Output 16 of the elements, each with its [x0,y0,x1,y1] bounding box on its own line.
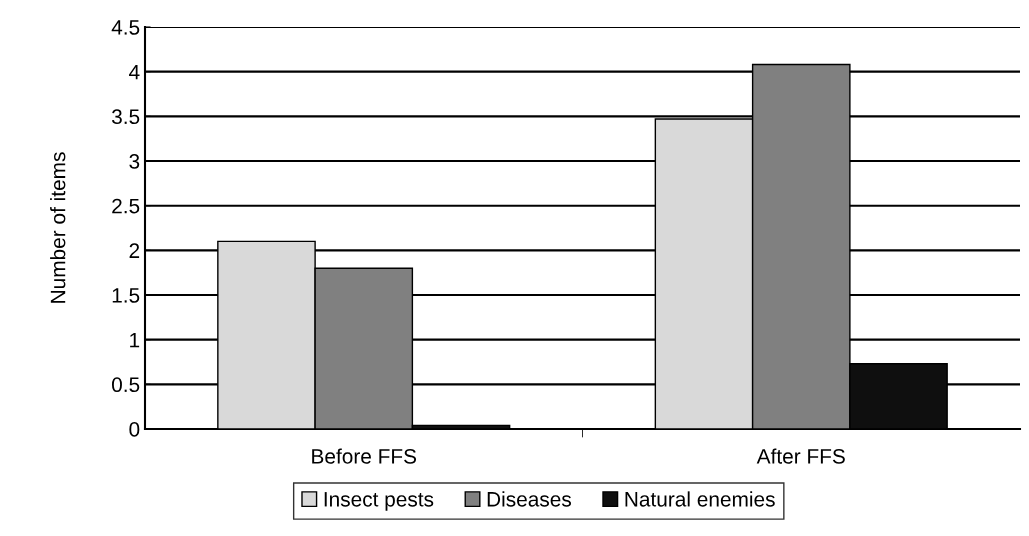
y-tick-label: 1 [130,332,140,348]
y-tick-label: 1.5 [112,288,140,303]
x-tick-label: After FFS [756,448,845,464]
y-tick-label: 4.5 [111,20,140,35]
y-tick-label: 2 [129,243,140,258]
legend-label: Natural enemies [625,491,775,507]
y-tick-label: 0 [129,422,140,437]
y-tick-label: 3 [129,154,140,169]
legend-label: Insect pests [324,492,434,511]
y-tick-label: 0.5 [111,377,140,393]
x-tick-label: Before FFS [312,448,417,464]
legend-label: Diseases [487,491,571,507]
y-axis-title: Number of items [50,152,66,303]
y-tick-label: 2.5 [112,198,140,214]
y-tick-label: 4 [129,64,140,80]
y-tick-label: 3.5 [111,109,140,125]
